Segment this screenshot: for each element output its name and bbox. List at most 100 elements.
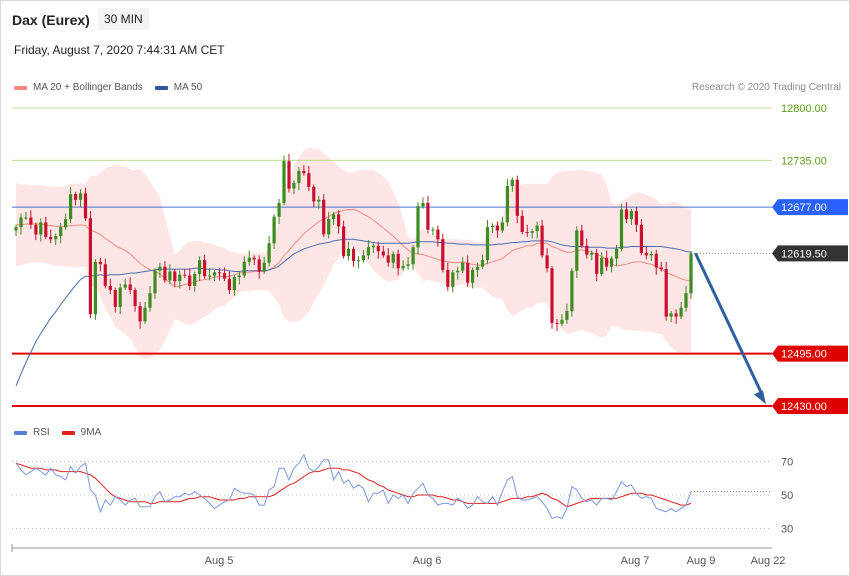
candle-body bbox=[312, 186, 316, 202]
candle-body bbox=[381, 251, 385, 256]
candle-body bbox=[654, 253, 658, 268]
ma20-line bbox=[16, 209, 691, 288]
candle-body bbox=[78, 193, 83, 200]
candle-body bbox=[282, 161, 286, 204]
candle-body bbox=[198, 260, 202, 274]
candle-body bbox=[188, 275, 192, 286]
candle-body bbox=[525, 232, 529, 233]
rsi-line bbox=[15, 453, 692, 520]
price-level-tag bbox=[772, 345, 848, 362]
candle-body bbox=[416, 206, 420, 248]
candle-body bbox=[550, 268, 554, 324]
candle-body bbox=[262, 262, 266, 272]
candle-body bbox=[624, 209, 629, 220]
candle-body bbox=[515, 179, 519, 216]
candle-body bbox=[242, 261, 246, 276]
ma50-line bbox=[15, 238, 692, 387]
legend-label-ma50: MA 50 bbox=[173, 82, 203, 93]
candle-body bbox=[391, 253, 395, 263]
candle-body bbox=[396, 253, 400, 269]
candle-body bbox=[639, 224, 643, 253]
price-level-label: 12677.00 bbox=[781, 202, 827, 214]
candle-body bbox=[456, 270, 460, 273]
candle-body bbox=[510, 179, 514, 187]
candle-body bbox=[183, 274, 187, 276]
candle-body bbox=[570, 270, 574, 311]
candle-body bbox=[337, 214, 341, 227]
candle-body bbox=[684, 293, 688, 308]
bollinger-band bbox=[16, 147, 691, 359]
candle-body bbox=[634, 211, 638, 225]
rsi-tick-label: 30 bbox=[781, 524, 793, 536]
candle-body bbox=[500, 222, 504, 231]
candle-body bbox=[74, 194, 78, 200]
candle-body bbox=[366, 247, 370, 256]
candle-body bbox=[371, 245, 375, 248]
candle-body bbox=[346, 248, 351, 257]
candle-body bbox=[580, 230, 584, 246]
candle-body bbox=[411, 247, 415, 265]
candle-body bbox=[451, 272, 455, 287]
timeframe-button[interactable]: 30 MIN bbox=[98, 8, 149, 30]
candle-body bbox=[173, 271, 177, 282]
legend-swatch-ma50 bbox=[154, 85, 168, 90]
legend-swatch-ma20 bbox=[14, 85, 27, 90]
candle-body bbox=[317, 199, 321, 202]
price-level-tag bbox=[772, 245, 848, 262]
price-level-label: 12735.00 bbox=[781, 155, 827, 167]
forecast-arrow-shaft bbox=[694, 252, 764, 396]
candle-body bbox=[222, 273, 227, 279]
candle-body bbox=[664, 269, 668, 317]
candle-body bbox=[19, 217, 23, 228]
candle-body bbox=[163, 266, 167, 281]
candle-body bbox=[600, 257, 604, 274]
candle-body bbox=[436, 229, 440, 240]
candle-body bbox=[113, 290, 117, 307]
candle-body bbox=[361, 255, 365, 261]
candle-body bbox=[93, 261, 97, 315]
candle-body bbox=[217, 272, 222, 274]
candle-body bbox=[356, 260, 361, 262]
candle-body bbox=[441, 239, 445, 270]
candle-body bbox=[143, 307, 147, 322]
candle-body bbox=[64, 219, 68, 228]
x-tick-label: Aug 5 bbox=[205, 555, 234, 567]
candle-body bbox=[158, 266, 162, 271]
candle-body bbox=[485, 227, 490, 261]
candle-body bbox=[351, 248, 356, 261]
price-level-label: 12495.00 bbox=[781, 349, 827, 361]
candle-body bbox=[237, 275, 241, 278]
candle-body bbox=[520, 215, 524, 232]
candle-body bbox=[297, 170, 301, 183]
candle-body bbox=[615, 248, 619, 259]
legend-label-9ma: 9MA bbox=[80, 427, 102, 438]
candle-body bbox=[560, 319, 564, 324]
candle-body bbox=[555, 323, 559, 324]
candle-body bbox=[659, 267, 663, 270]
candle-body bbox=[54, 236, 58, 240]
candle-body bbox=[327, 219, 331, 235]
candle-body bbox=[123, 284, 127, 288]
candle-body bbox=[138, 306, 142, 322]
candle-body bbox=[644, 253, 648, 256]
candle-body bbox=[108, 286, 112, 290]
candle-body bbox=[302, 170, 306, 174]
candle-body bbox=[307, 173, 311, 187]
candle-body bbox=[232, 277, 236, 290]
forecast-arrow-head bbox=[754, 390, 766, 405]
candle-body bbox=[674, 313, 678, 317]
candle-body bbox=[83, 193, 88, 219]
candle-body bbox=[461, 262, 465, 271]
candle-body bbox=[193, 273, 197, 286]
candle-body bbox=[495, 225, 499, 231]
candle-body bbox=[118, 287, 122, 307]
candle-body bbox=[595, 253, 599, 274]
legend-label-ma20: MA 20 + Bollinger Bands bbox=[33, 82, 143, 93]
candle-body bbox=[277, 203, 281, 217]
candle-body bbox=[540, 225, 544, 256]
main-legend: MA 20 + Bollinger Bands MA 50 bbox=[14, 82, 214, 93]
candle-body bbox=[406, 264, 410, 266]
candle-body bbox=[386, 255, 390, 263]
candle-body bbox=[421, 203, 425, 207]
